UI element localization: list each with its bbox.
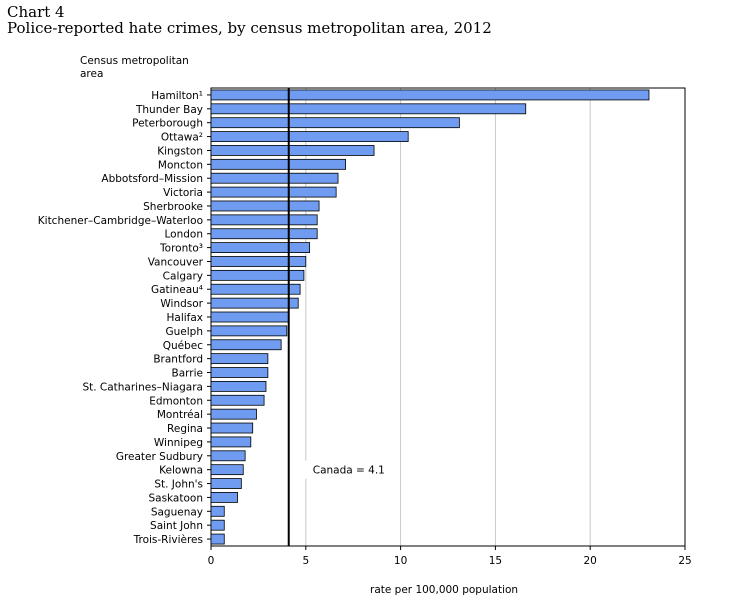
- bar: [210, 214, 318, 226]
- bar: [210, 103, 527, 115]
- category-label: St. John's: [154, 479, 203, 491]
- bar: [210, 492, 238, 503]
- category-label: Toronto³: [159, 243, 203, 255]
- category-label: Sherbrooke: [143, 201, 203, 213]
- x-tick-label: 0: [208, 555, 215, 567]
- category-label: Guelph: [166, 326, 204, 338]
- bar: [210, 186, 337, 198]
- bar: [210, 158, 347, 170]
- bar: [210, 394, 265, 406]
- x-tick-label: 10: [394, 555, 407, 567]
- x-tick-label: 20: [584, 555, 597, 567]
- category-label: Calgary: [163, 270, 203, 282]
- bar: [210, 436, 252, 448]
- chart-title: Police-reported hate crimes, by census m…: [7, 19, 492, 37]
- category-label: Gatineau⁴: [151, 284, 203, 296]
- bar: [210, 339, 282, 351]
- x-axis-title: rate per 100,000 population: [370, 584, 519, 596]
- y-axis-title: Census metropolitan area: [80, 55, 189, 80]
- bar: [210, 325, 288, 337]
- x-tick-label: 5: [302, 555, 309, 567]
- category-label: Abbotsford–Mission: [101, 173, 203, 185]
- category-label: Edmonton: [149, 395, 203, 407]
- bar: [210, 533, 225, 545]
- bar: [210, 89, 650, 101]
- category-label: Hamilton¹: [151, 90, 203, 102]
- category-label: Barrie: [172, 368, 203, 380]
- bar: [210, 353, 269, 365]
- bar: [210, 145, 375, 156]
- category-label: Saint John: [150, 520, 203, 532]
- bar: [210, 269, 305, 281]
- category-label: Saskatoon: [148, 492, 203, 504]
- category-label: Brantford: [153, 354, 203, 366]
- category-label: Winnipeg: [154, 437, 203, 449]
- category-label: Peterborough: [132, 118, 203, 130]
- bar: [210, 367, 269, 378]
- category-label: Montréal: [157, 409, 203, 421]
- bar: [210, 297, 299, 309]
- bar: [210, 464, 244, 476]
- category-label: Kelowna: [159, 465, 203, 477]
- x-tick-label: 25: [678, 555, 691, 567]
- chart-number: Chart 4: [7, 3, 65, 21]
- bar: [210, 131, 409, 142]
- bar: [210, 450, 246, 462]
- category-label: Regina: [167, 423, 203, 435]
- bar: [210, 380, 267, 392]
- category-label: Trois-Rivières: [133, 534, 203, 546]
- reference-line-label: Canada = 4.1: [313, 465, 385, 477]
- category-label: Halifax: [166, 312, 203, 324]
- category-label: London: [165, 229, 204, 241]
- x-tick-label: 15: [489, 555, 502, 567]
- bar: [210, 172, 339, 184]
- bar: [210, 505, 225, 517]
- category-label: Saguenay: [151, 506, 203, 518]
- bar: [210, 519, 225, 531]
- category-label: Kitchener–Cambridge–Waterloo: [38, 215, 203, 227]
- category-label: Thunder Bay: [135, 104, 203, 116]
- category-label: Québec: [163, 340, 204, 352]
- category-label: St. Catharines–Niagara: [82, 381, 203, 393]
- bar: [210, 422, 254, 434]
- category-label: Windsor: [160, 298, 203, 310]
- reference-label-background: [302, 460, 391, 479]
- bar: [210, 228, 318, 240]
- bar: [210, 311, 290, 323]
- category-label: Vancouver: [148, 256, 204, 268]
- bar: [210, 200, 320, 212]
- category-label: Greater Sudbury: [116, 451, 203, 463]
- category-label: Ottawa²: [161, 132, 203, 144]
- category-label: Victoria: [163, 187, 203, 199]
- bar: [210, 408, 257, 420]
- category-label: Kingston: [157, 145, 203, 157]
- bar: [210, 478, 242, 489]
- bar: [210, 283, 301, 295]
- bar: [210, 242, 310, 254]
- category-label: Moncton: [158, 159, 203, 171]
- bar: [210, 256, 307, 267]
- bar: [210, 117, 460, 129]
